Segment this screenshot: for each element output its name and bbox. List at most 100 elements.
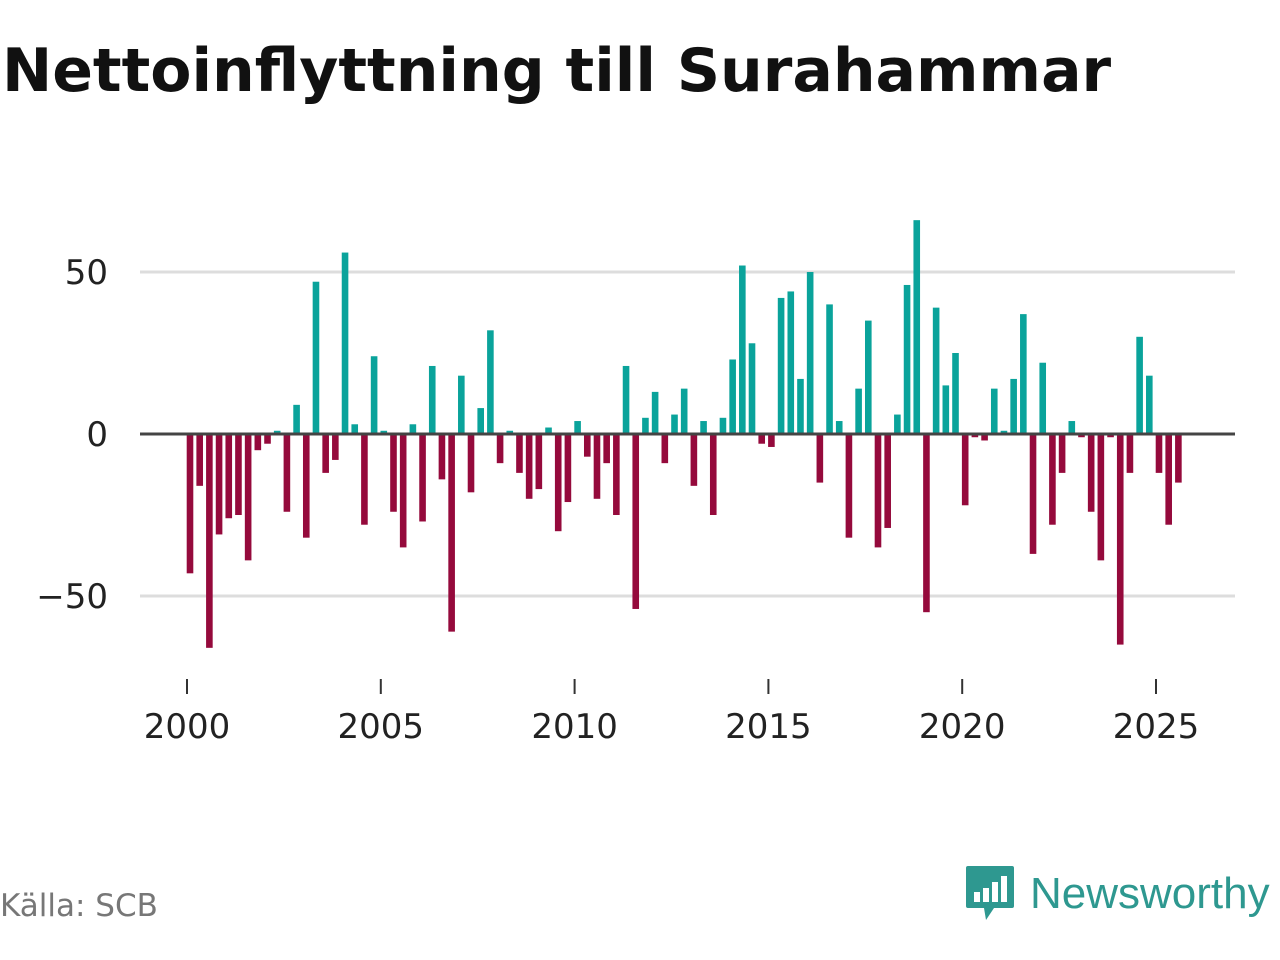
bar [206,434,213,648]
bar [719,417,727,434]
x-tick-label: 2020 [919,707,1006,747]
bar [1165,434,1172,525]
bar [990,388,998,434]
bar [942,385,950,434]
x-tick-label: 2010 [531,707,618,747]
bar [894,414,901,434]
bar [545,427,552,434]
bar [399,434,407,548]
bar [1020,314,1027,434]
bar [932,307,940,434]
bar [1136,336,1143,434]
bar [1155,434,1163,473]
bar [1049,434,1056,525]
bar [651,391,659,434]
x-tick-label: 2005 [338,707,425,747]
bar [506,430,514,434]
bar [273,430,281,434]
bar [622,365,630,434]
bar [613,434,620,515]
bar [1146,375,1153,434]
newsworthy-logo-icon [966,866,1014,920]
bar [583,434,591,457]
bar [1029,434,1037,554]
x-tick-label: 2025 [1113,707,1200,747]
bar [835,421,843,434]
chart-title: Nettoinflyttning till Surahammar [2,36,1112,106]
bar [419,434,426,522]
bar [787,291,795,434]
bar [438,434,446,480]
bar [554,434,562,532]
bar [816,434,824,483]
bar [312,281,320,434]
bar [380,430,388,434]
y-axis-ticks: 50 0 −50 [36,253,108,617]
bar [923,434,930,613]
bar [1175,434,1182,483]
bar [874,434,882,548]
bar [884,434,891,528]
bar [487,330,494,434]
brand-name: Newsworthy [1030,869,1270,918]
bar [244,434,252,561]
bar [748,343,756,434]
bar [361,434,368,525]
bar [254,434,262,451]
bar [332,434,339,460]
bar [283,434,291,512]
bar [913,220,921,434]
bar [1116,434,1124,645]
bar [564,434,572,503]
bar [903,284,911,434]
bar [768,434,775,447]
bar [1039,362,1047,434]
bar [855,388,862,434]
bar [516,434,523,473]
bar [1097,434,1105,561]
bar [535,434,543,490]
x-axis-ticks: 2000 2005 2010 2015 2020 2025 [144,679,1200,747]
bar [235,434,242,515]
bar [1010,378,1017,434]
bar [961,434,969,506]
bar [971,434,979,438]
bar [351,424,359,434]
bar [1068,421,1076,434]
bar [574,421,581,434]
bar [642,417,649,434]
bar [632,434,640,609]
bar [1126,434,1134,473]
bar [739,265,746,434]
bar [186,434,194,574]
bar [661,434,669,464]
bar [1087,434,1095,512]
bar [390,434,397,512]
x-tick-label: 2015 [725,707,812,747]
bar [700,421,707,434]
bar [467,434,475,493]
chart-plot: 50 0 −50 2000 2005 2010 2015 2020 2025 [36,220,1235,747]
bar [264,434,271,444]
bar [322,434,329,473]
bar [777,297,785,434]
bar [458,375,465,434]
bar [215,434,223,535]
y-tick-label: −50 [36,577,108,617]
bar [865,320,872,434]
grid-lines [140,270,1235,598]
bar [525,434,533,499]
bar [593,434,601,499]
bar [1107,434,1114,438]
bar [409,424,417,434]
source-note: Källa: SCB [0,888,158,924]
bar [671,414,678,434]
y-tick-label: 0 [86,415,108,455]
x-tick-label: 2000 [144,707,231,747]
bar [758,434,766,444]
bar [302,434,310,538]
bar [293,404,300,434]
bar [1000,430,1008,434]
bar [428,365,436,434]
bar [981,434,988,441]
